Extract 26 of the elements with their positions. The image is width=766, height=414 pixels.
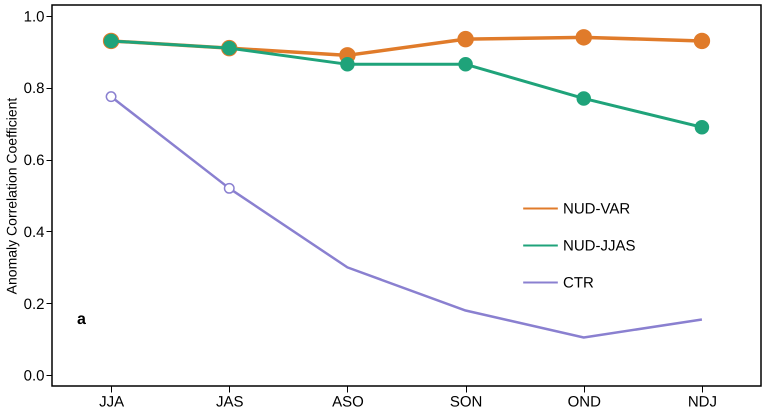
point [694, 120, 710, 134]
x-tick-label: NDJ [688, 394, 718, 410]
x-tick-label: ASO [332, 394, 364, 410]
legend-label: NUD-JJAS [563, 238, 636, 254]
y-tick-label: 0.2 [24, 296, 44, 313]
annotation: a [77, 311, 86, 328]
x-tick-label: SON [450, 394, 482, 410]
point [458, 57, 473, 72]
y-axis-title: Anomaly Correlation Coefficient [4, 98, 20, 294]
y-tick-label: 0.8 [24, 80, 44, 98]
point [106, 91, 117, 102]
point [224, 182, 235, 194]
point [576, 29, 592, 46]
point [340, 57, 355, 72]
point [694, 32, 710, 50]
x-tick-label: JJA [99, 394, 124, 410]
legend-label: NUD-VAR [563, 200, 630, 218]
y-tick-label: 0.0 [24, 368, 44, 385]
legend-label: CTR [563, 274, 594, 292]
x-tick-label: JAS [216, 394, 244, 410]
point [457, 30, 474, 48]
x-tick-label: OND [568, 394, 602, 410]
point [576, 91, 591, 106]
y-tick-label: 0.4 [24, 224, 44, 241]
y-tick-label: 0.6 [24, 152, 44, 170]
y-tick-label: 1.0 [24, 8, 44, 26]
